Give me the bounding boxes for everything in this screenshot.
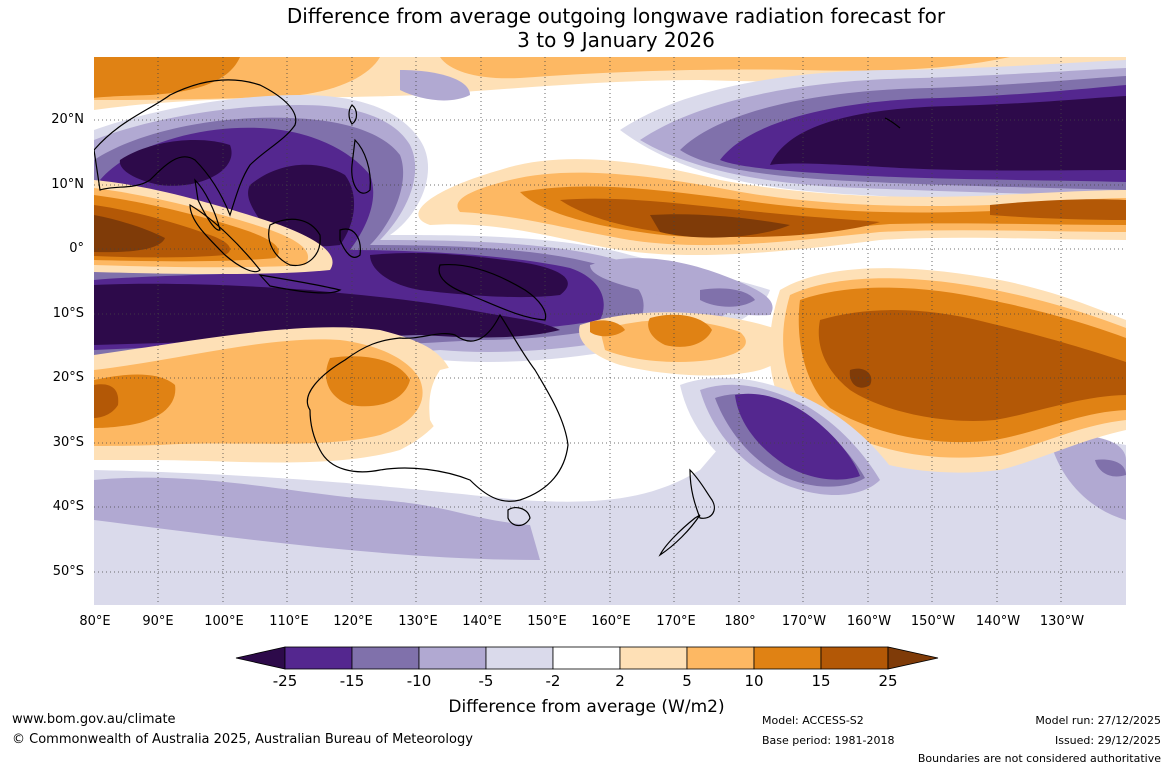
sumatra-outline <box>189 203 261 273</box>
colorbar-low-arrow <box>235 646 286 670</box>
colorbar-bin <box>753 646 822 670</box>
colorbar-bin <box>619 646 688 670</box>
lon-label: 170°W <box>781 614 827 629</box>
lat-label: 10°S <box>52 306 84 321</box>
colorbar-tick-label: 15 <box>811 672 831 690</box>
philippines-outline <box>351 138 371 194</box>
title-line-1: Difference from average outgoing longwav… <box>286 4 946 28</box>
model-run-text: Model run: 27/12/2025 <box>1035 714 1161 727</box>
issued-text: Issued: 29/12/2025 <box>1054 734 1161 747</box>
colorbar <box>235 646 939 670</box>
australia-outline <box>306 313 569 502</box>
lat-label: 20°N <box>51 112 84 127</box>
sulawesi-outline <box>339 228 361 258</box>
colorbar-tick-label: -2 <box>545 672 561 690</box>
new-guinea-outline <box>438 263 547 321</box>
taiwan <box>348 104 358 125</box>
hawaii <box>884 117 901 129</box>
page-title: Difference from average outgoing longwav… <box>0 4 1173 52</box>
colorbar-tick-label: 10 <box>744 672 764 690</box>
lon-label: 110°E <box>269 614 309 629</box>
lon-label: 160°W <box>846 614 892 629</box>
copyright-text: © Commonwealth of Australia 2025, Austra… <box>12 732 473 747</box>
lon-label: 150°E <box>527 614 567 629</box>
lon-label: 90°E <box>142 614 174 629</box>
anomaly-map <box>94 57 1126 605</box>
lon-label: 140°W <box>975 614 1021 629</box>
colorbar-bin <box>552 646 621 670</box>
lat-label: 10°N <box>51 177 84 192</box>
colorbar-tick-label: 25 <box>878 672 898 690</box>
lon-label: 80°E <box>79 614 111 629</box>
colorbar-bin <box>686 646 755 670</box>
asia-mainland <box>94 79 297 217</box>
base-period-text: Base period: 1981-2018 <box>762 734 895 747</box>
colorbar-bin <box>485 646 554 670</box>
coastlines <box>94 79 901 557</box>
lat-label: 20°S <box>52 370 84 385</box>
new-zealand-south <box>658 514 701 557</box>
colorbar-tick-label: 2 <box>615 672 625 690</box>
java-outline <box>258 274 342 294</box>
lon-label: 140°E <box>462 614 502 629</box>
lat-label: 50°S <box>52 564 84 579</box>
colorbar-tick-label: -10 <box>406 672 432 690</box>
colorbar-bin <box>351 646 420 670</box>
colorbar-tick-label: -15 <box>339 672 365 690</box>
model-text: Model: ACCESS-S2 <box>762 714 864 727</box>
website-link[interactable]: www.bom.gov.au/climate <box>12 712 176 727</box>
malay-peninsula <box>194 178 221 231</box>
title-line-2: 3 to 9 January 2026 <box>517 28 715 52</box>
lon-label: 150°W <box>910 614 956 629</box>
lon-label: 100°E <box>204 614 244 629</box>
lon-label: 180° <box>724 614 756 629</box>
colorbar-tick-label: -25 <box>272 672 298 690</box>
lat-label: 30°S <box>52 435 84 450</box>
borneo-outline <box>268 218 321 266</box>
colorbar-tick-label: 5 <box>682 672 692 690</box>
colorbar-title: Difference from average (W/m2) <box>448 697 725 717</box>
lon-label: 130°W <box>1039 614 1085 629</box>
colorbar-bin <box>820 646 889 670</box>
new-zealand-north <box>689 468 715 519</box>
lat-label: 0° <box>69 241 84 256</box>
colorbar-tick-label: -5 <box>478 672 494 690</box>
lon-label: 120°E <box>333 614 373 629</box>
lon-label: 170°E <box>656 614 696 629</box>
colorbar-bin <box>284 646 353 670</box>
lon-label: 130°E <box>398 614 438 629</box>
lat-label: 40°S <box>52 499 84 514</box>
disclaimer-text: Boundaries are not considered authoritat… <box>917 752 1161 765</box>
tasmania-outline <box>507 507 531 527</box>
colorbar-bin <box>418 646 487 670</box>
colorbar-high-arrow <box>887 646 939 670</box>
lon-label: 160°E <box>591 614 631 629</box>
graticule <box>94 57 1126 605</box>
